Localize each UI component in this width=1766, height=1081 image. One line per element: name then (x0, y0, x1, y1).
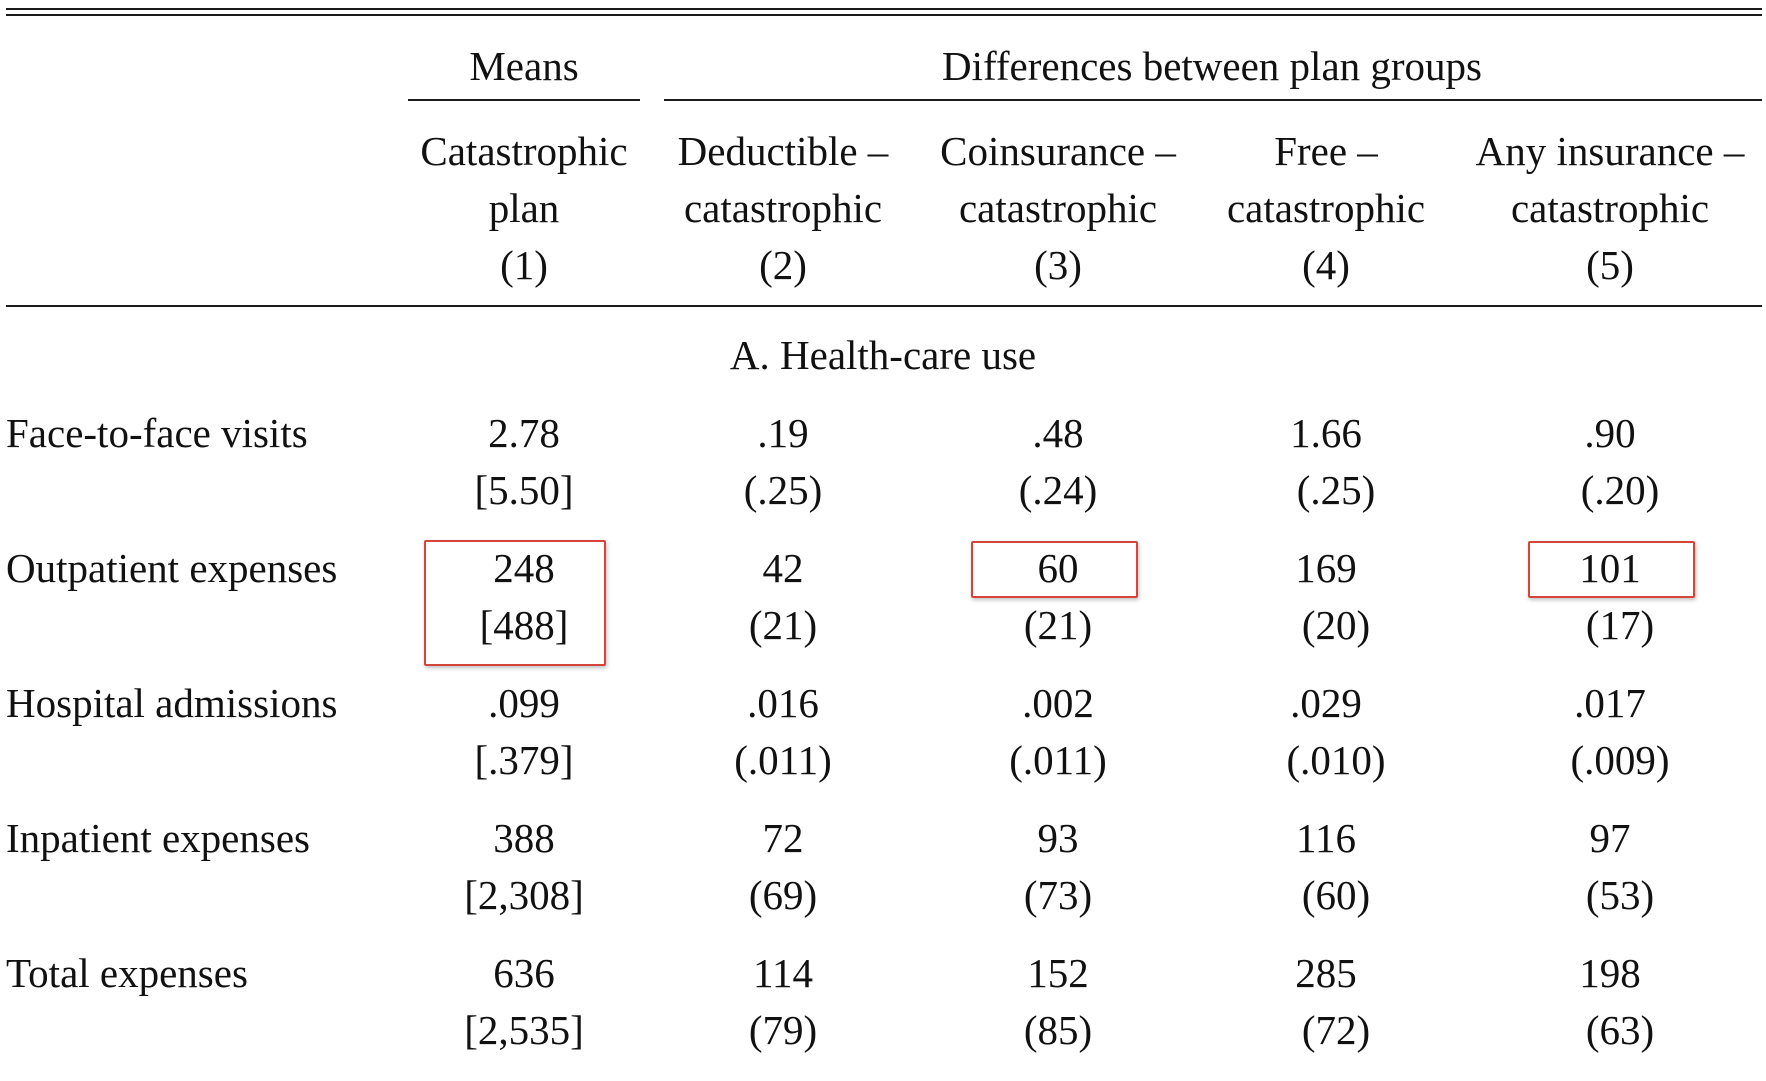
cell-error: [.379] (474, 737, 574, 783)
cell-error: (53) (1585, 872, 1655, 918)
cell-error: (.20) (1580, 467, 1660, 513)
cell-value: 60 (1037, 545, 1079, 591)
column-header-3-num: (3) (1034, 242, 1082, 288)
cell-value: 116 (1296, 815, 1356, 861)
cell-value: 72 (762, 815, 804, 861)
cell-value: 42 (762, 545, 804, 591)
cell-error: (21) (1023, 602, 1093, 648)
cell-value: 101 (1579, 545, 1641, 591)
cell-value: .002 (1022, 680, 1094, 726)
row-label: Total expenses (6, 950, 248, 996)
cell-error: [2,308] (464, 872, 584, 918)
cell-error: (72) (1301, 1007, 1371, 1053)
column-header-2-num: (2) (759, 242, 807, 288)
cell-error: [488] (479, 602, 569, 648)
cell-value: 97 (1589, 815, 1631, 861)
cell-value: .029 (1290, 680, 1362, 726)
cell-value: 248 (493, 545, 555, 591)
means-underline (408, 99, 640, 101)
highlight-box-outpatient-mean (424, 540, 606, 666)
top-double-rule-upper (6, 8, 1762, 10)
column-header-5-line1: Any insurance – (1475, 128, 1745, 174)
cell-value: .19 (757, 410, 809, 456)
column-header-4-line2: catastrophic (1226, 185, 1426, 231)
cell-value: 636 (493, 950, 555, 996)
differences-header: Differences between plan groups (941, 43, 1483, 89)
column-header-3-line2: catastrophic (958, 185, 1158, 231)
row-label: Outpatient expenses (6, 545, 338, 591)
cell-error: (21) (748, 602, 818, 648)
cell-value: .48 (1032, 410, 1084, 456)
cell-value: 93 (1037, 815, 1079, 861)
cell-value: .017 (1574, 680, 1646, 726)
column-header-1-line2: plan (488, 185, 560, 231)
column-header-2-line2: catastrophic (683, 185, 883, 231)
cell-error: [5.50] (474, 467, 574, 513)
cell-error: (79) (748, 1007, 818, 1053)
column-header-4-num: (4) (1302, 242, 1350, 288)
cell-value: 152 (1027, 950, 1089, 996)
highlight-box-outpatient-coinsurance (971, 541, 1138, 598)
cell-value: .099 (488, 680, 560, 726)
row-label: Face-to-face visits (6, 410, 308, 456)
column-header-3-line1: Coinsurance – (940, 128, 1176, 174)
panel-title: A. Health-care use (729, 332, 1037, 378)
cell-error: (.009) (1570, 737, 1670, 783)
cell-value: 198 (1579, 950, 1641, 996)
header-bottom-rule (6, 305, 1762, 307)
cell-value: 388 (493, 815, 555, 861)
cell-value: 1.66 (1290, 410, 1362, 456)
cell-value: .90 (1584, 410, 1636, 456)
highlight-box-outpatient-any-insurance (1528, 541, 1695, 598)
cell-error: (73) (1023, 872, 1093, 918)
row-label: Inpatient expenses (6, 815, 310, 861)
cell-error: (.011) (1009, 737, 1107, 783)
cell-error: (.25) (743, 467, 823, 513)
cell-value: .016 (747, 680, 819, 726)
cell-error: [2,535] (464, 1007, 584, 1053)
cell-value: 169 (1295, 545, 1357, 591)
cell-error: (63) (1585, 1007, 1655, 1053)
cell-value: 285 (1295, 950, 1357, 996)
differences-underline (664, 99, 1762, 101)
top-double-rule-lower (6, 14, 1762, 16)
column-header-5-line2: catastrophic (1510, 185, 1710, 231)
column-header-1-num: (1) (500, 242, 548, 288)
cell-value: 2.78 (488, 410, 560, 456)
column-header-2-line1: Deductible – (677, 128, 889, 174)
cell-error: (.010) (1286, 737, 1386, 783)
cell-error: (.24) (1018, 467, 1098, 513)
cell-error: (60) (1301, 872, 1371, 918)
column-header-5-num: (5) (1586, 242, 1634, 288)
column-header-1-line1: Catastrophic (420, 128, 628, 174)
cell-error: (69) (748, 872, 818, 918)
column-header-4-line1: Free – (1274, 128, 1378, 174)
means-header: Means (469, 43, 579, 89)
cell-value: 114 (753, 950, 813, 996)
cell-error: (20) (1301, 602, 1371, 648)
cell-error: (.011) (734, 737, 832, 783)
row-label: Hospital admissions (6, 680, 338, 726)
cell-error: (17) (1585, 602, 1655, 648)
cell-error: (85) (1023, 1007, 1093, 1053)
cell-error: (.25) (1296, 467, 1376, 513)
